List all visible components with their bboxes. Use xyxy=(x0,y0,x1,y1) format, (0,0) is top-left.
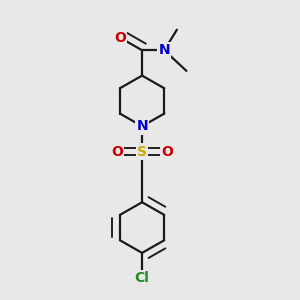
Text: N: N xyxy=(158,43,170,57)
Text: O: O xyxy=(111,145,123,159)
Text: S: S xyxy=(137,145,147,159)
Text: O: O xyxy=(161,145,173,159)
Text: N: N xyxy=(136,119,148,133)
Text: Cl: Cl xyxy=(135,271,149,285)
Text: O: O xyxy=(114,31,126,45)
